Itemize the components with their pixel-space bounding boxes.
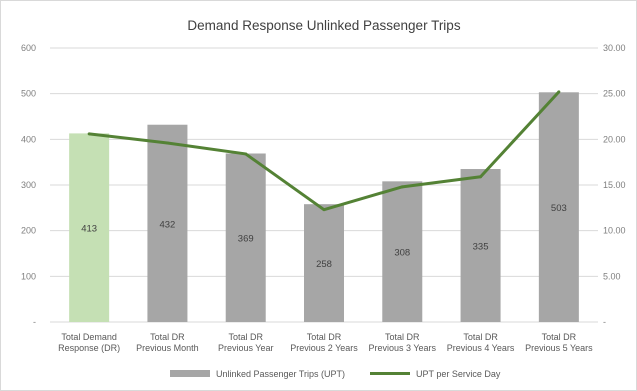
bar <box>69 133 110 322</box>
category-label: Total DR Previous Year <box>218 332 274 353</box>
bar-data-label: 369 <box>238 234 254 245</box>
bar-data-label: 335 <box>473 242 489 253</box>
right-tick-label: 30.00 <box>603 43 626 53</box>
bar-data-label: 308 <box>394 248 410 259</box>
line-point <box>479 175 483 179</box>
left-axis: - 100 200 300 400 500 600 <box>21 43 36 327</box>
category-label-line: Total DR <box>385 332 420 342</box>
bar <box>225 153 266 322</box>
category-label-line: Total DR <box>542 332 577 342</box>
left-tick-label: 500 <box>21 89 36 99</box>
category-label-line: Previous 4 Years <box>447 343 515 353</box>
category-label-line: Previous 3 Years <box>369 343 437 353</box>
bar <box>538 92 579 323</box>
bar <box>147 124 188 322</box>
line-point <box>322 208 326 212</box>
legend-swatch-bars <box>170 370 210 377</box>
bar <box>382 181 423 322</box>
category-label-line: Previous Year <box>218 343 274 353</box>
bar-data-label: 258 <box>316 259 332 270</box>
category-label-line: Total DR <box>463 332 498 342</box>
bar <box>460 169 501 322</box>
legend-label-line: UPT per Service Day <box>416 369 501 379</box>
left-tick-label: 400 <box>21 134 36 144</box>
left-tick-label: 200 <box>21 226 36 236</box>
line-point <box>244 152 248 156</box>
line-point <box>87 132 91 136</box>
line-point <box>557 90 561 94</box>
right-axis: - 5.00 10.00 15.00 20.00 25.00 30.00 <box>603 43 626 327</box>
bar-data-label: 432 <box>159 219 175 230</box>
category-label: Total DR Previous 2 Years <box>290 332 358 353</box>
left-tick-label: 100 <box>21 271 36 281</box>
right-tick-label: 15.00 <box>603 180 626 190</box>
right-tick-label: 20.00 <box>603 134 626 144</box>
bar-series: 413 432 369 258 308 335 503 <box>69 92 579 323</box>
legend: Unlinked Passenger Trips (UPT) UPT per S… <box>170 369 501 379</box>
category-label-line: Previous Month <box>136 343 199 353</box>
line-series <box>87 90 561 212</box>
chart-title: Demand Response Unlinked Passenger Trips <box>187 18 460 33</box>
line-point <box>400 185 404 189</box>
category-label-line: Previous 2 Years <box>290 343 358 353</box>
category-label-line: Total Demand <box>61 332 117 342</box>
bar <box>304 204 344 322</box>
right-tick-label: - <box>603 317 606 327</box>
line-point <box>165 141 169 145</box>
category-label: Total DR Previous 3 Years <box>369 332 437 353</box>
category-label-line: Previous 5 Years <box>525 343 593 353</box>
bar-data-label: 413 <box>81 224 97 235</box>
category-label: Total DR Previous 4 Years <box>447 332 515 353</box>
category-label-line: Total DR <box>228 332 263 342</box>
bar-data-label: 503 <box>551 203 567 214</box>
category-label: Total DR Previous 5 Years <box>525 332 593 353</box>
category-label: Total Demand Response (DR) <box>58 332 120 353</box>
left-tick-label: 600 <box>21 43 36 53</box>
legend-label-bars: Unlinked Passenger Trips (UPT) <box>216 369 345 379</box>
left-tick-label: 300 <box>21 180 36 190</box>
category-label-line: Total DR <box>150 332 185 342</box>
category-axis: Total Demand Response (DR)Total DR Previou… <box>58 332 593 353</box>
right-tick-label: 10.00 <box>603 226 626 236</box>
left-tick-label: - <box>33 317 36 327</box>
category-label: Total DR Previous Month <box>136 332 199 353</box>
right-tick-label: 5.00 <box>603 271 621 281</box>
right-tick-label: 25.00 <box>603 89 626 99</box>
category-label-line: Total DR <box>307 332 342 342</box>
category-label-line: Response (DR) <box>58 343 120 353</box>
